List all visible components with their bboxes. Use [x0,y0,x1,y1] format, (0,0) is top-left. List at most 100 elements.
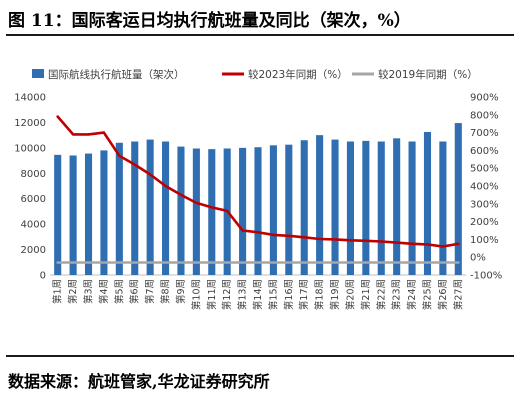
legend-label: 较2019年同期（%） [378,68,478,81]
bar [69,155,77,275]
point-2019 [426,261,429,264]
bar [131,141,139,275]
point-2023 [241,229,244,232]
x-tick-label: 第4周 [98,279,110,304]
point-2023 [333,238,337,241]
x-tick-label: 第15周 [267,279,279,310]
point-2023 [287,234,291,238]
x-tick-label: 第8周 [160,279,172,304]
point-2019 [303,261,306,264]
legend-label: 国际航线执行航班量（架次） [48,68,185,81]
bar [393,138,401,275]
top-rule [6,34,514,36]
bar-series [54,123,462,275]
point-2019 [195,261,198,264]
figure-source: 数据来源：航班管家,华龙证券研究所 [8,372,270,391]
x-tick-label: 第22周 [375,279,387,310]
x-tick-label: 第16周 [283,279,295,310]
bar [269,145,277,275]
bar [285,144,293,275]
point-2019 [225,261,229,264]
point-2019 [210,261,213,264]
x-tick-label: 第9周 [175,279,187,304]
point-2019 [364,261,368,264]
point-2019 [102,261,106,264]
y-right-tick-label: 900% [470,93,499,104]
x-tick-label: 第5周 [113,279,125,304]
point-2023 [71,133,75,136]
point-2023 [349,239,352,242]
point-2023 [457,242,460,246]
x-tick-label: 第12周 [221,279,233,310]
x-tick-label: 第24周 [406,279,418,310]
y-right-tick-label: 400% [470,182,499,193]
point-2023 [256,231,260,234]
point-2023 [410,242,414,246]
point-2023 [133,163,136,166]
point-2019 [256,261,260,264]
x-tick-label: 第21周 [360,279,372,310]
figure-title: 图 11：国际客运日均执行航班量及同比（架次，%） [8,11,411,31]
bar [439,141,447,275]
x-tick-label: 第23周 [391,279,403,310]
point-2023 [225,209,229,213]
x-tick-label: 第11周 [206,279,218,310]
bar [423,131,432,275]
y-right-tick-label: 100% [470,235,499,246]
y-left-tick-label: 14000 [14,93,46,104]
point-2019 [395,261,398,264]
x-tick-label: 第2周 [67,279,79,304]
point-2019 [133,261,136,264]
y-left-tick-label: 8000 [21,169,46,180]
y-right-tick-label: 600% [470,146,499,157]
chart-legend: 国际航线执行航班量（架次） 较2023年同期（%） 较2019年同期（%） [32,68,478,81]
bar [377,141,385,275]
bar [316,135,324,275]
bar [84,153,93,275]
point-2019 [118,261,121,264]
bar [300,140,308,275]
x-tick-label: 第18周 [314,279,326,310]
x-tick-label: 第26周 [437,279,449,310]
y-right-tick-label: 200% [470,217,499,228]
bar [100,150,108,275]
x-tick-label: 第10周 [190,279,202,310]
point-2023 [441,245,445,248]
bar [454,123,462,275]
point-2023 [87,133,90,136]
point-2019 [148,261,152,264]
y-right-tick-label: 800% [470,110,499,121]
x-tick-label: 第1周 [52,279,64,304]
point-2019 [333,261,337,264]
bar [54,154,62,275]
point-2023 [102,131,106,134]
bottom-rule [6,355,514,357]
point-2023 [164,184,167,188]
point-2019 [179,261,183,264]
point-2023 [272,233,275,237]
bar [177,146,185,275]
x-tick-label: 第17周 [298,279,310,310]
point-2023 [395,241,398,244]
y-left-tick-label: 6000 [21,194,46,205]
x-tick-label: 第20周 [344,279,356,310]
bar [254,147,262,275]
y-right-tick-label: -100% [470,271,502,282]
y-right-tick-label: 300% [470,199,499,210]
legend-swatch-bar [32,69,44,78]
point-2019 [272,261,275,264]
point-2019 [87,261,90,264]
x-tick-label: 第6周 [129,279,141,304]
point-2023 [364,239,368,243]
point-2023 [318,237,321,241]
point-2019 [380,261,383,264]
x-tick-label: 第7周 [144,279,156,304]
bar [362,140,370,275]
x-tick-label: 第19周 [329,279,341,310]
point-2023 [195,201,198,205]
chart-axes: 0 2000 4000 6000 8000 10000 12000 14000 -100% 0% 1… [14,93,502,311]
point-2019 [71,261,75,264]
bar [239,147,247,275]
chart: 国际航线执行航班量（架次） 较2023年同期（%） 较2019年同期（%） 0 200… [14,68,502,311]
bar [408,141,416,275]
